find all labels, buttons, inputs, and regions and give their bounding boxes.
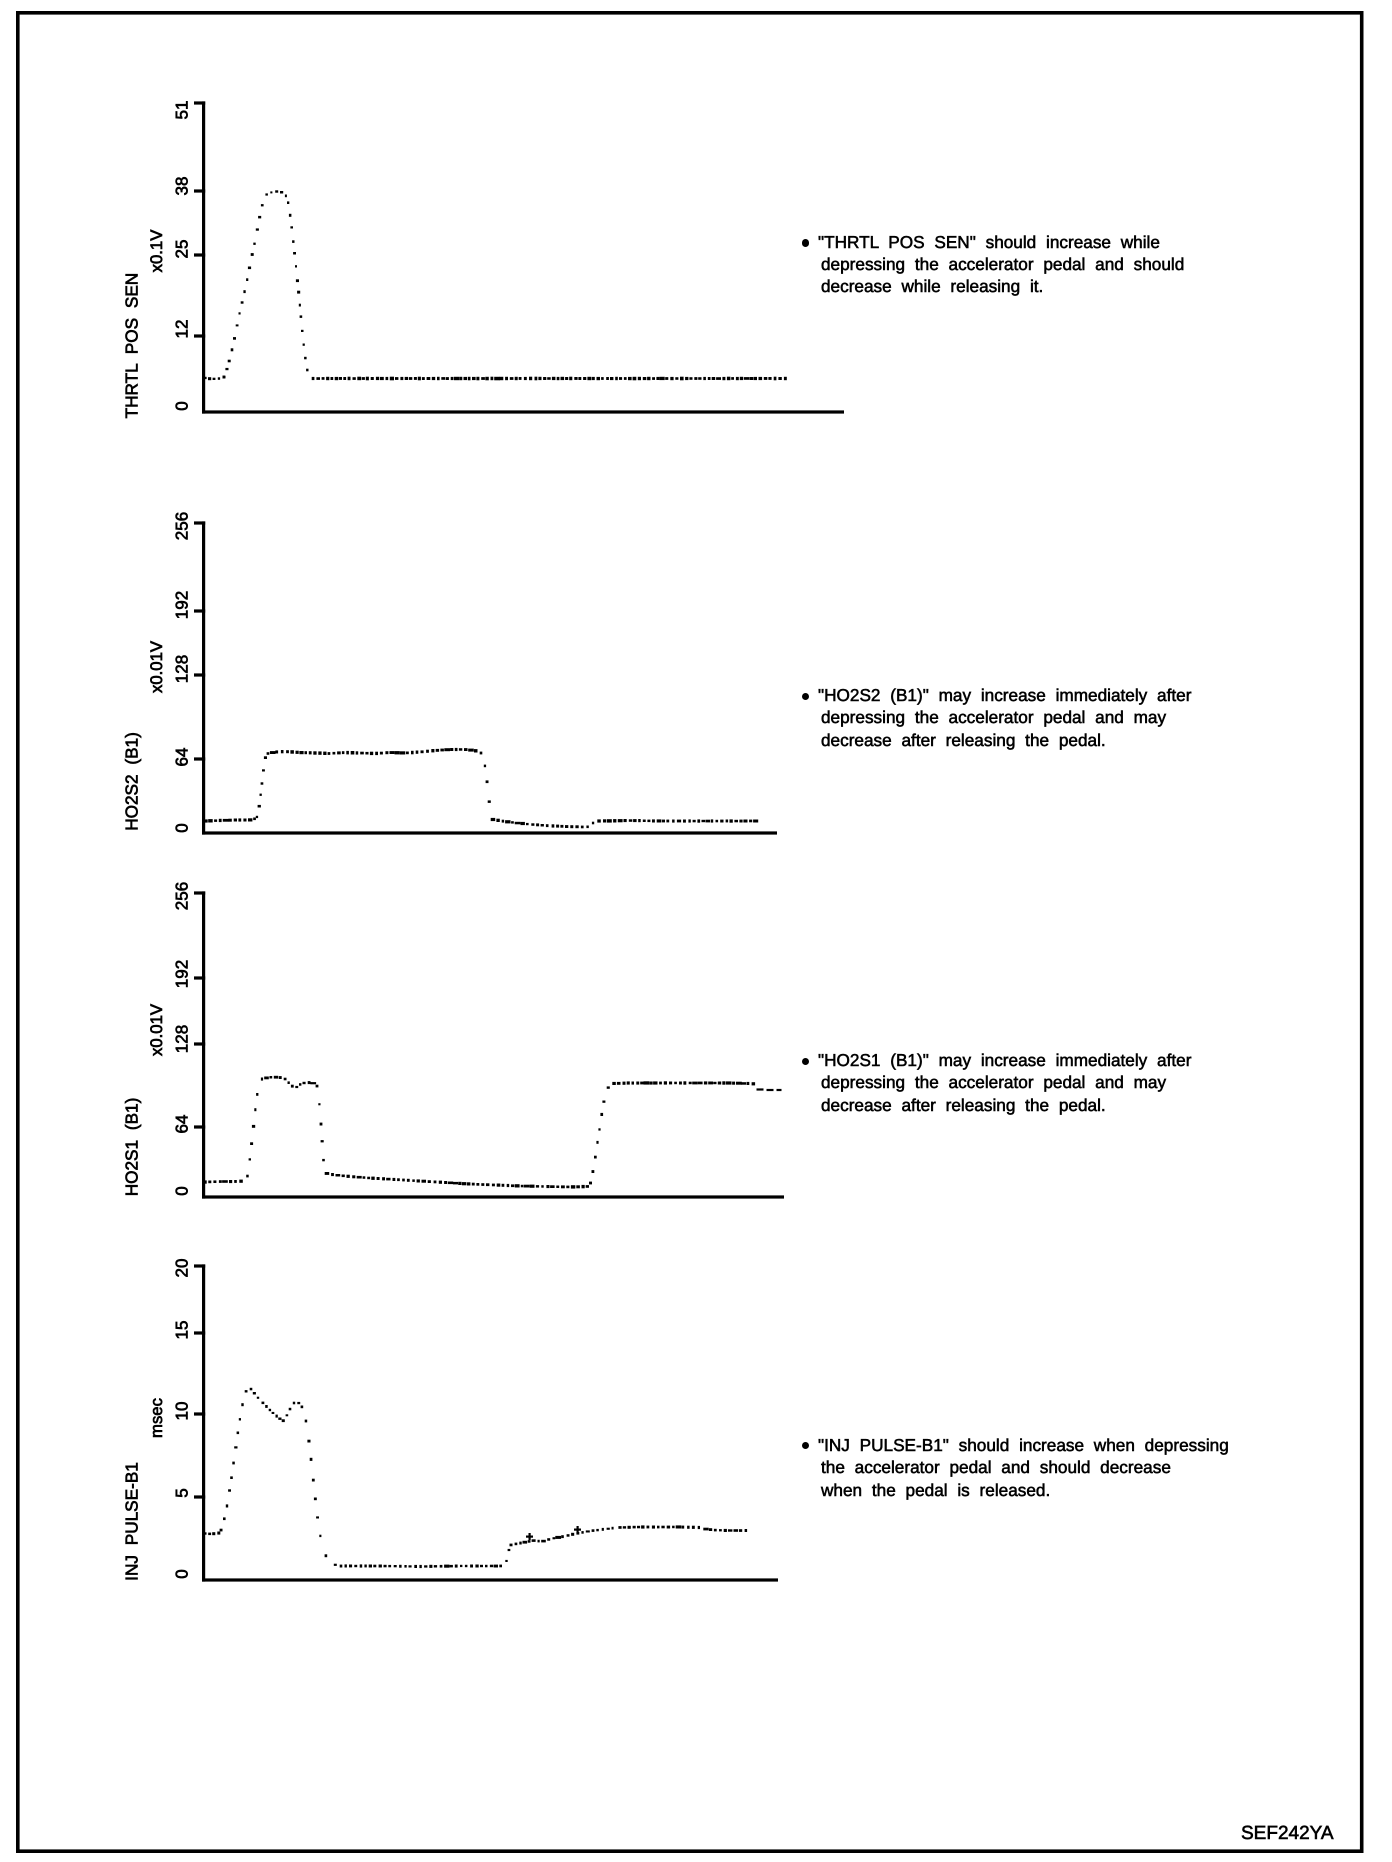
svg-text:64: 64 [173,748,192,767]
svg-text:HO2S1 (B1): HO2S1 (B1) [122,1098,142,1197]
svg-text:38: 38 [173,177,192,196]
svg-text:25: 25 [173,240,192,259]
svg-text:10: 10 [173,1402,192,1421]
svg-text:12: 12 [173,320,192,339]
svg-text:0: 0 [173,1569,192,1578]
svg-text:256: 256 [173,512,192,540]
svg-text:msec: msec [147,1398,166,1438]
svg-text:15: 15 [173,1321,192,1340]
svg-text:51: 51 [173,101,192,120]
svg-text:HO2S2 (B1): HO2S2 (B1) [122,732,142,831]
svg-text:THRTL POS SEN: THRTL POS SEN [122,273,142,419]
svg-text:192: 192 [173,591,192,619]
svg-text:x0.01V: x0.01V [147,1003,166,1056]
svg-text:5: 5 [173,1488,192,1497]
svg-text:256: 256 [173,882,192,910]
svg-text:64: 64 [173,1115,192,1134]
svg-text:20: 20 [173,1259,192,1278]
svg-text:128: 128 [173,1025,192,1053]
svg-text:128: 128 [173,655,192,683]
svg-text:x0.01V: x0.01V [147,640,166,693]
svg-text:INJ PULSE-B1: INJ PULSE-B1 [122,1462,142,1581]
svg-text:x0.1V: x0.1V [147,229,166,273]
svg-text:0: 0 [173,401,192,410]
svg-text:192: 192 [173,960,192,988]
svg-text:0: 0 [173,823,192,832]
svg-text:0: 0 [173,1186,192,1195]
